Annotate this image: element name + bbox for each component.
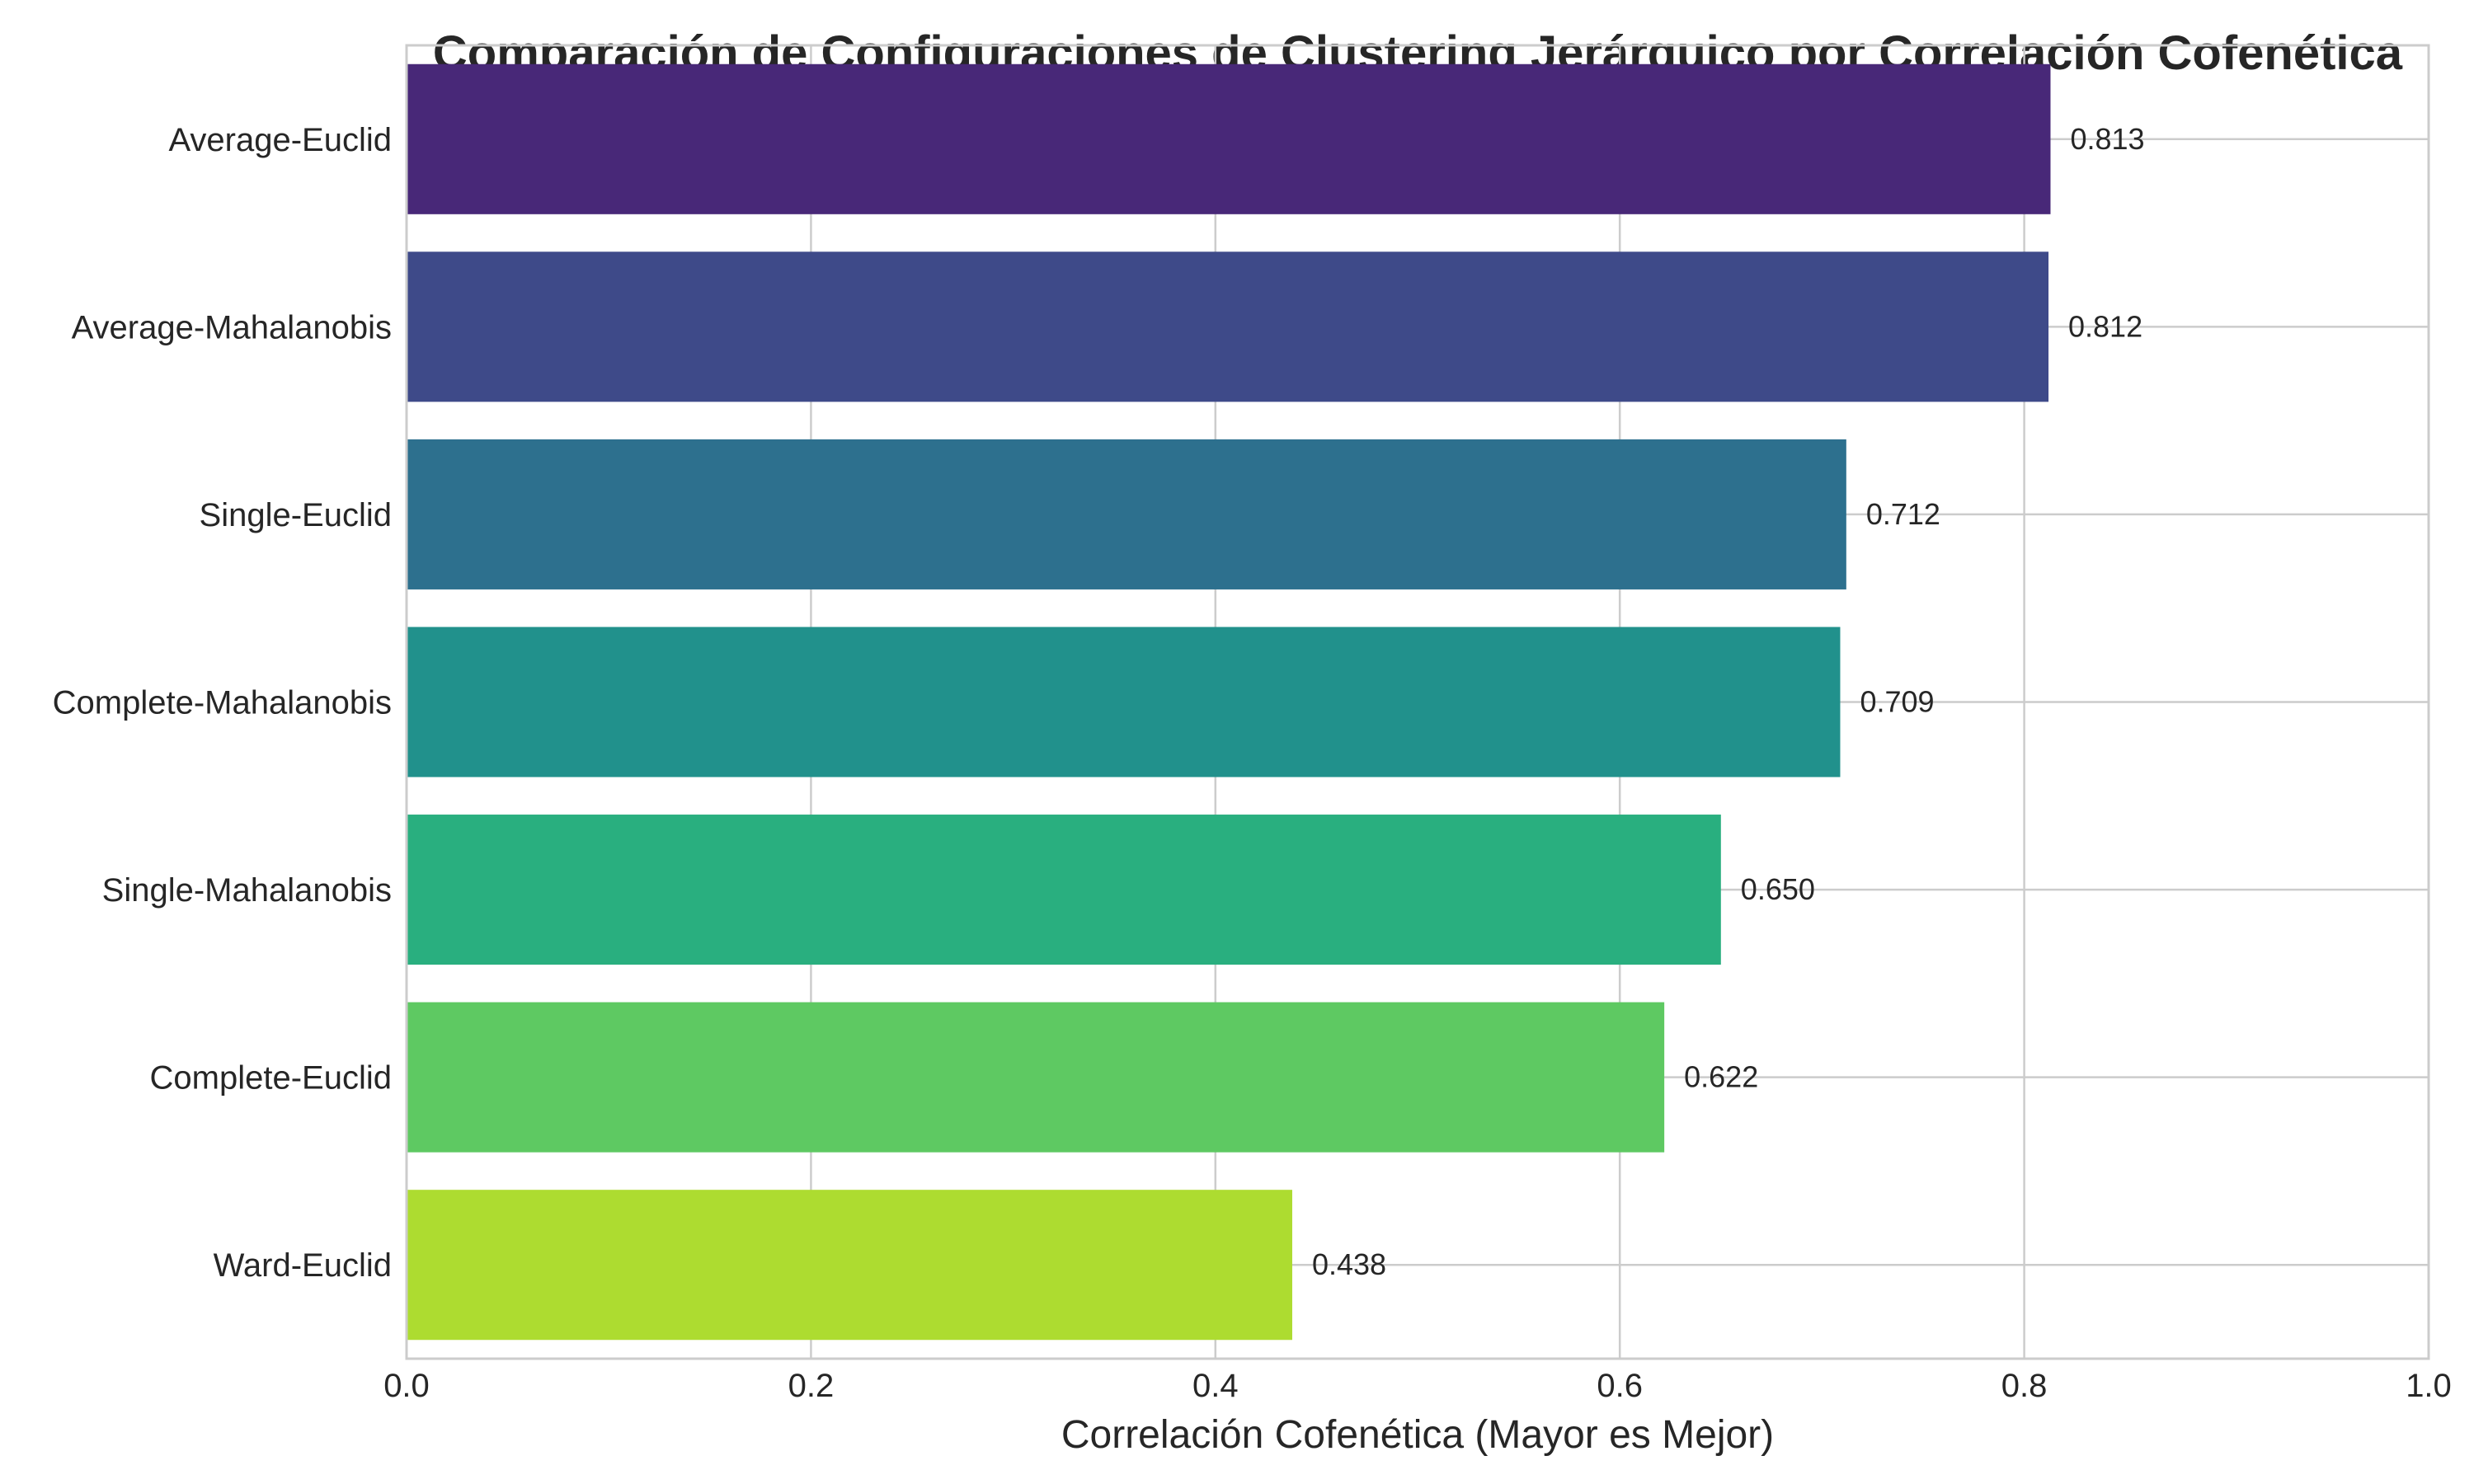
x-tick-labels: 0.0 0.2 0.4 0.6 0.8 1.0 <box>383 1368 2452 1404</box>
value-label: 0.709 <box>1860 685 1934 719</box>
x-tick-label: 0.8 <box>2001 1368 2048 1404</box>
value-labels: 0.813 0.812 0.712 0.709 0.650 0.622 0.438 <box>1312 122 2145 1281</box>
bar-average-mahalanobis <box>407 251 2049 402</box>
category-label: Complete-Euclid <box>150 1060 392 1097</box>
value-label: 0.650 <box>1741 872 1815 906</box>
category-labels: Average-Euclid Average-Mahalanobis Single-… <box>53 122 392 1284</box>
category-label: Complete-Mahalanobis <box>53 685 392 721</box>
value-label: 0.813 <box>2070 122 2144 156</box>
x-axis-label: Correlación Cofenética (Mayor es Mejor) <box>1061 1413 1774 1457</box>
category-label: Average-Mahalanobis <box>72 309 392 345</box>
value-label: 0.622 <box>1684 1060 1758 1094</box>
bar-average-euclid <box>407 63 2051 214</box>
bar-complete-mahalanobis <box>407 627 1841 777</box>
x-tick-label: 0.4 <box>1192 1368 1239 1404</box>
x-tick-label: 0.2 <box>788 1368 835 1404</box>
value-label: 0.712 <box>1866 497 1940 531</box>
category-label: Ward-Euclid <box>214 1247 392 1284</box>
bar-ward-euclid <box>407 1190 1292 1341</box>
value-label: 0.438 <box>1312 1247 1386 1281</box>
category-label: Average-Euclid <box>168 122 392 158</box>
bar-single-mahalanobis <box>407 815 1721 965</box>
bar-complete-euclid <box>407 1002 1665 1153</box>
value-label: 0.812 <box>2068 309 2142 343</box>
category-label: Single-Mahalanobis <box>102 872 392 909</box>
category-label: Single-Euclid <box>200 497 392 533</box>
plot-frame <box>405 44 2430 1360</box>
x-tick-label: 0.6 <box>1597 1368 1643 1404</box>
x-tick-label: 1.0 <box>2406 1368 2452 1404</box>
bars <box>407 63 2051 1341</box>
x-tick-label: 0.0 <box>383 1368 430 1404</box>
bar-single-euclid <box>407 439 1846 589</box>
